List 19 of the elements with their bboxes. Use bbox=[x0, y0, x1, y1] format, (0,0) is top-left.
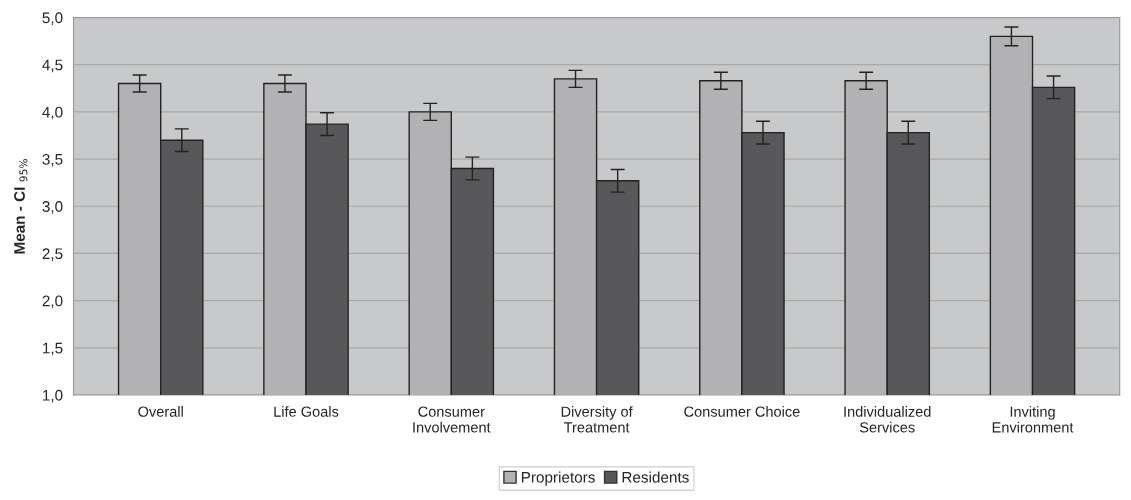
y-tick-label: 4,0 bbox=[42, 106, 63, 120]
y-axis-title: Mean - CI $_{95%}$ bbox=[14, 159, 28, 254]
legend-label: Residents bbox=[622, 471, 689, 483]
y-tick-label: 1,5 bbox=[43, 342, 63, 356]
y-tick-label: 1,0 bbox=[43, 389, 63, 403]
x-tick-label: Inviting Environment bbox=[992, 406, 1074, 433]
x-tick-label: Consumer Choice bbox=[684, 406, 800, 417]
y-tick-label: 5,0 bbox=[42, 12, 63, 25]
y-tick-label: 3,0 bbox=[42, 201, 63, 214]
x-tick-label: Diversity of Treatment bbox=[561, 406, 633, 433]
y-tick-label: 2,5 bbox=[42, 248, 63, 261]
y-tick-label: 3,5 bbox=[42, 153, 63, 167]
x-tick-label: Life Goals bbox=[274, 406, 339, 417]
y-tick-label: 4,5 bbox=[42, 59, 63, 73]
x-tick-label: Consumer Involvement bbox=[413, 406, 491, 433]
legend-label: Proprietors bbox=[521, 471, 595, 486]
x-tick-label: Overall bbox=[138, 406, 183, 417]
x-tick-label: Individualized Services bbox=[844, 406, 931, 433]
y-tick-label: 2,0 bbox=[42, 295, 63, 309]
